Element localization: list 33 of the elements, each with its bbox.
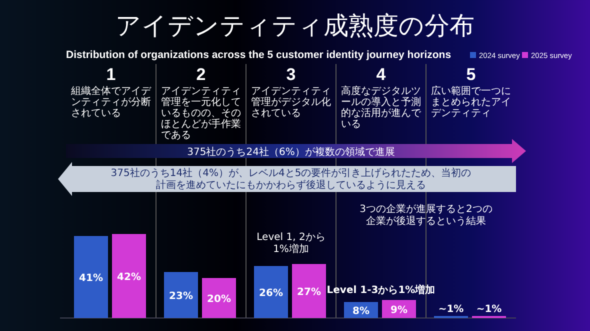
data-label: 41% [79, 273, 103, 284]
text: 375社のうち14社（4%）が、レベル4と5の要件が引き上げられたため、当初の計画を進めていたにもかかわらず後退しているように見える [110, 167, 472, 191]
data-label: 20% [207, 294, 231, 305]
text: アイデンティティ管理がデジタル化されている [251, 86, 331, 119]
chart-subtitle: Distribution of organizations across the 5 customer identity journey horizons [66, 49, 452, 61]
x-tick-label: 1 [106, 65, 116, 84]
text: アイデンティティ管理を一元化しているものの、そのほとんどが手作業である [161, 86, 241, 141]
bar [254, 266, 288, 318]
text: 高度なデジタルツールの導入と予測的な活用が進んでいる [341, 85, 422, 130]
bar [74, 236, 108, 318]
x-tick-label: 4 [376, 65, 386, 84]
bar [164, 272, 198, 318]
data-label: 42% [117, 272, 141, 283]
annotation: Level 1, 2から1%増加 [256, 232, 326, 255]
bar [292, 264, 326, 318]
data-label: 8% [352, 306, 370, 317]
text: 375社のうち24社（6%）が複数の領域で進展 [187, 146, 395, 158]
data-label: 23% [169, 291, 193, 302]
text: 3つの企業が進展すると2つの企業が後退するという結果 [360, 203, 492, 227]
data-label: ~1% [438, 304, 464, 315]
annotation: Level 1-3から1%増加 [326, 284, 436, 296]
data-label: 26% [259, 288, 283, 299]
data-label: 27% [297, 287, 321, 298]
text: 組織全体でアイデンティティが分断されている [70, 85, 152, 119]
bar [202, 278, 236, 318]
data-label: 9% [390, 305, 408, 316]
x-tick-label: 5 [466, 65, 476, 84]
data-label: ~1% [476, 304, 502, 315]
x-tick-label: 3 [286, 65, 296, 84]
text: 広い範囲で一つにまとめられたアイデンティティ [431, 85, 511, 119]
x-tick-label: 2 [196, 65, 206, 84]
bar [112, 234, 146, 318]
chart-title: アイデンティティ成熟度の分布 [116, 11, 474, 40]
